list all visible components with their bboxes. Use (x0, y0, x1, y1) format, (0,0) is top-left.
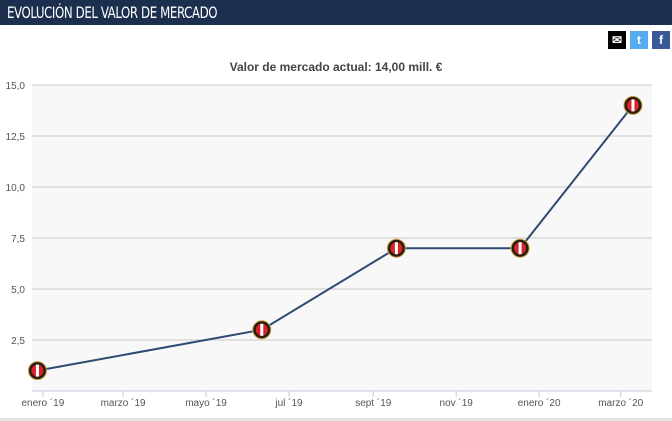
y-tick-label: 12,5 (6, 132, 26, 143)
club-logo-stripe (518, 242, 522, 255)
club-logo-stripe (260, 323, 264, 336)
twitter-icon: t (637, 33, 641, 47)
section-title: EVOLUCIÓN DEL VALOR DE MERCADO (7, 3, 218, 22)
y-tick-label: 15,0 (6, 81, 26, 92)
x-tick-label: enero ´19 (21, 397, 64, 409)
facebook-icon: f (659, 33, 663, 47)
share-email-button[interactable]: ✉ (608, 31, 626, 49)
x-tick-label: sept ´19 (355, 397, 392, 409)
share-twitter-button[interactable]: t (630, 31, 648, 49)
y-tick-label: 10,0 (6, 183, 26, 194)
x-tick-label: mayo ´19 (185, 397, 227, 409)
x-tick-label: marzo ´20 (598, 397, 643, 409)
club-logo-stripe (394, 242, 398, 255)
divider (0, 418, 672, 421)
x-tick-label: jul ´19 (274, 397, 303, 409)
club-logo-stripe (35, 364, 39, 377)
x-tick-label: marzo ´19 (101, 397, 146, 409)
share-facebook-button[interactable]: f (652, 31, 670, 49)
envelope-icon: ✉ (611, 33, 623, 47)
club-logo-stripe (631, 99, 635, 112)
y-tick-label: 2,5 (11, 336, 25, 347)
section-header: EVOLUCIÓN DEL VALOR DE MERCADO (0, 0, 672, 25)
y-tick-label: 7,5 (11, 234, 25, 245)
x-tick-label: enero ´20 (518, 397, 561, 409)
x-tick-label: nov ´19 (440, 397, 474, 409)
y-tick-label: 5,0 (11, 285, 25, 296)
chart-title: Valor de mercado actual: 14,00 mill. € (229, 60, 443, 74)
